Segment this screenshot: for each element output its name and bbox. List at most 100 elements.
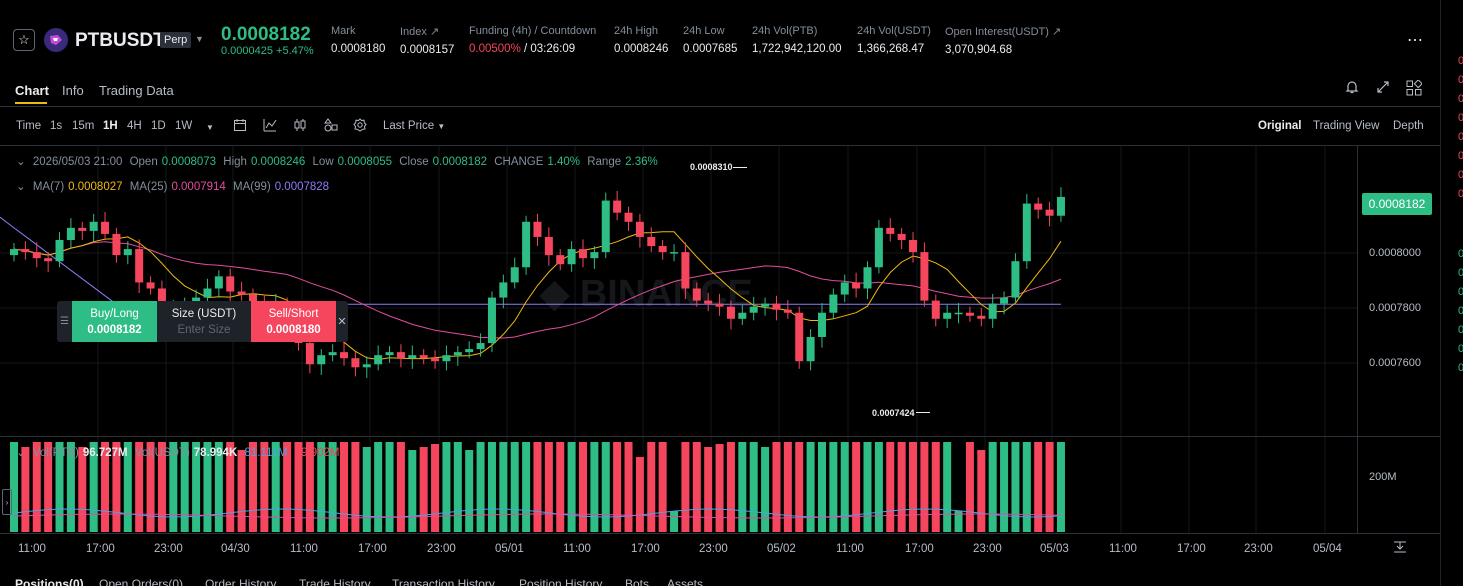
interval-1h[interactable]: 1H: [103, 120, 118, 132]
candle-type-icon[interactable]: [293, 118, 307, 135]
reset-zoom-icon[interactable]: [1393, 541, 1407, 556]
layout-grid-icon[interactable]: [1406, 79, 1423, 100]
volume-bar: [817, 442, 826, 532]
view-original[interactable]: Original: [1258, 120, 1302, 132]
bottom-tab[interactable]: Position History: [519, 577, 603, 586]
orderbook-price: 0: [1458, 188, 1463, 200]
calendar-icon[interactable]: [233, 118, 247, 135]
candle-body: [658, 246, 667, 253]
price-type-select[interactable]: Last Price ▼: [383, 120, 445, 132]
interval-15m[interactable]: 15m: [72, 120, 95, 132]
chevron-down-icon[interactable]: ▼: [195, 34, 204, 44]
drawing-tools-icon[interactable]: [323, 118, 339, 135]
interval-4h[interactable]: 4H: [127, 120, 142, 132]
volume-bar: [408, 450, 417, 532]
candle-body: [248, 294, 257, 304]
bottom-tab[interactable]: Positions(0): [15, 577, 84, 586]
bottom-tab[interactable]: Open Orders(0): [99, 577, 184, 586]
symbol-name[interactable]: PTBUSDT: [75, 30, 165, 51]
candle-body: [544, 236, 553, 256]
view-trading-view[interactable]: Trading View: [1313, 120, 1380, 132]
favorite-star-icon[interactable]: ☆: [13, 29, 35, 51]
orderbook-price: 0: [1458, 93, 1463, 105]
view-depth[interactable]: Depth: [1393, 120, 1424, 132]
time-axis-label: 11:00: [18, 543, 46, 555]
interval-1s[interactable]: 1s: [50, 120, 63, 132]
close-icon[interactable]: ✕: [337, 316, 347, 328]
candle-body: [772, 303, 781, 310]
interval-1d[interactable]: 1D: [151, 120, 166, 132]
vol-label: Vol(PTB): [32, 447, 79, 459]
bottom-tab[interactable]: Trade History: [299, 577, 371, 586]
orderbook-price: 0: [1458, 343, 1463, 355]
candle-body: [897, 233, 906, 240]
chevron-down-icon[interactable]: ▼: [206, 123, 214, 132]
scroll-left-icon[interactable]: ›: [2, 489, 12, 515]
ma25-line: [13, 241, 1062, 339]
interval-1w[interactable]: 1W: [175, 120, 193, 132]
volume-bar: [465, 450, 474, 532]
candle-body: [920, 252, 929, 301]
candle-body: [579, 249, 587, 259]
sell-short-button[interactable]: Sell/Short 0.0008180: [251, 301, 336, 342]
orderbook-price: 0: [1458, 131, 1463, 143]
chevron-down-icon[interactable]: ⌄: [16, 447, 26, 459]
candle-body: [726, 306, 735, 319]
orderbook-price: 0: [1458, 267, 1463, 279]
settings-icon[interactable]: [353, 118, 367, 135]
size-input[interactable]: Size (USDT) Enter Size: [157, 301, 251, 342]
candle-body: [988, 303, 997, 319]
volume-bar: [1022, 442, 1031, 532]
candle-body: [465, 349, 474, 353]
chevron-down-icon[interactable]: ⌄: [16, 156, 26, 168]
ma7-line: [13, 231, 1062, 361]
indicator-icon[interactable]: [263, 118, 277, 135]
volume-bar: [248, 442, 257, 532]
volume-bar: [1011, 442, 1020, 532]
low-annotation-line: [916, 412, 930, 413]
candle-body: [931, 300, 940, 319]
candle-body: [806, 336, 815, 362]
volume-bar: [726, 442, 735, 532]
candle-body: [476, 343, 485, 350]
price-chart[interactable]: ◆ BINANCE: [0, 146, 1440, 536]
bottom-tab[interactable]: Assets: [667, 577, 704, 586]
price-type-label: Last Price: [383, 120, 435, 132]
ohlc-low: 0.0008055: [337, 156, 393, 168]
stat-label: Mark: [331, 25, 356, 37]
tab-trading-data[interactable]: Trading Data: [99, 83, 174, 98]
funding-countdown: / 03:26:09: [524, 43, 576, 55]
candle-body: [1034, 203, 1043, 210]
stat-open-interest[interactable]: Open Interest(USDT) ↗ 3,070,904.68: [945, 25, 1061, 56]
stat-index[interactable]: Index ↗ 0.0008157: [400, 25, 454, 56]
bell-icon[interactable]: [1345, 80, 1359, 99]
stat-value: 0.0008157: [400, 44, 455, 56]
interval-time[interactable]: Time: [16, 120, 42, 132]
bottom-tab[interactable]: Order History: [205, 577, 277, 586]
size-placeholder: Enter Size: [177, 324, 231, 336]
volume-bar: [283, 442, 292, 532]
volume-bar: [761, 447, 770, 532]
tab-info[interactable]: Info: [62, 83, 84, 98]
ma-label: MA(7): [32, 181, 65, 193]
time-axis-label: 05/03: [1040, 543, 1069, 555]
bottom-tab[interactable]: Bots: [625, 577, 650, 586]
buy-long-button[interactable]: Buy/Long 0.0008182: [72, 301, 157, 342]
bottom-tab[interactable]: Transaction History: [392, 577, 495, 586]
volume-bar: [795, 442, 804, 532]
volume-bar: [442, 442, 451, 532]
tab-chart[interactable]: Chart: [15, 83, 49, 98]
volume-bar: [988, 442, 997, 532]
candle-body: [237, 291, 246, 295]
candle-body: [146, 282, 155, 289]
chevron-down-icon[interactable]: ⌄: [16, 181, 26, 193]
expand-icon[interactable]: [1376, 80, 1390, 98]
candle-body: [101, 221, 110, 234]
candle-body: [738, 312, 747, 319]
candle-body: [21, 249, 30, 253]
candle-body: [647, 236, 656, 247]
drag-handle-icon[interactable]: ☰: [60, 316, 69, 327]
candle-body: [1000, 297, 1009, 304]
more-options-icon[interactable]: ⋯: [1407, 32, 1424, 49]
stat-value: 3,070,904.68: [945, 44, 1013, 56]
